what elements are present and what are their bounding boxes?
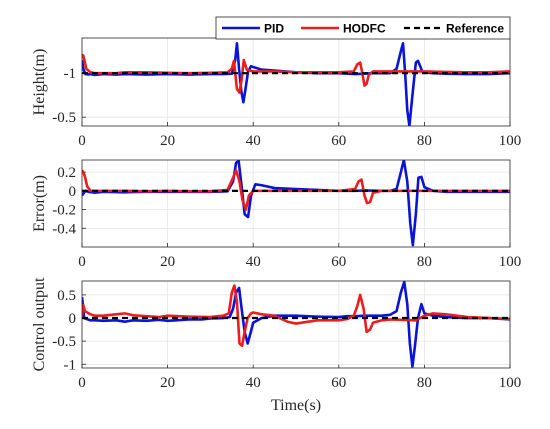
y-tick-label: 0.5	[57, 288, 76, 304]
legend-label-reference: Reference	[446, 22, 504, 36]
series-hodfc	[82, 53, 510, 94]
plot-area	[82, 160, 510, 247]
axes-frame	[81, 159, 511, 248]
y-tick-label: -0.5	[52, 334, 76, 350]
legend-label-hodfc: HODFC	[343, 22, 386, 36]
x-tick-label: 100	[499, 133, 522, 149]
y-tick-label: 0	[69, 184, 77, 200]
panel-1: 0 20 40 60 80 100 -0.5 -1 Height(m) PID HODFC Refer…	[31, 16, 522, 149]
x-tick-label: 80	[417, 133, 432, 149]
x-tick-label: 100	[499, 254, 522, 270]
y-tick-label: 0.2	[57, 165, 76, 181]
y-axis-label: Control output	[31, 277, 48, 371]
panel-3: 0 20 40 60 80 100 0.5 0 -0.5 -1 Control output Time…	[31, 277, 521, 414]
x-tick-label: 40	[246, 254, 261, 270]
x-tick-label: 60	[331, 133, 346, 149]
x-tick-label: 20	[160, 254, 175, 270]
x-axis-label: Time(s)	[271, 397, 321, 414]
y-tick-label: -1	[64, 357, 77, 373]
y-axis-label: Height(m)	[31, 49, 48, 116]
y-tick-label: 0	[69, 311, 77, 327]
legend: PID HODFC Reference	[215, 16, 511, 40]
x-tick-label: 20	[160, 133, 175, 149]
x-tick-label: 40	[246, 133, 261, 149]
x-tick-label: 100	[499, 375, 522, 391]
x-tick-label: 60	[331, 254, 346, 270]
x-tick-label: 80	[417, 375, 432, 391]
x-tick-label: 0	[78, 254, 86, 270]
x-tick-label: 0	[78, 375, 86, 391]
y-tick-label: -0.4	[52, 221, 76, 237]
y-tick-label: -0.2	[52, 203, 76, 219]
x-tick-label: 60	[331, 375, 346, 391]
x-tick-label: 20	[160, 375, 175, 391]
x-tick-label: 80	[417, 254, 432, 270]
y-axis-label: Error(m)	[31, 175, 48, 232]
x-tick-label: 40	[246, 375, 261, 391]
y-tick-label: -1	[64, 66, 77, 82]
series-pid	[82, 281, 510, 368]
legend-label-pid: PID	[264, 22, 284, 36]
plot-area	[82, 38, 510, 126]
series-hodfc	[82, 284, 510, 348]
axes-frame	[81, 280, 511, 369]
legend-box	[215, 16, 511, 40]
y-tick-label: -0.5	[52, 110, 76, 126]
x-tick-label: 0	[78, 133, 86, 149]
